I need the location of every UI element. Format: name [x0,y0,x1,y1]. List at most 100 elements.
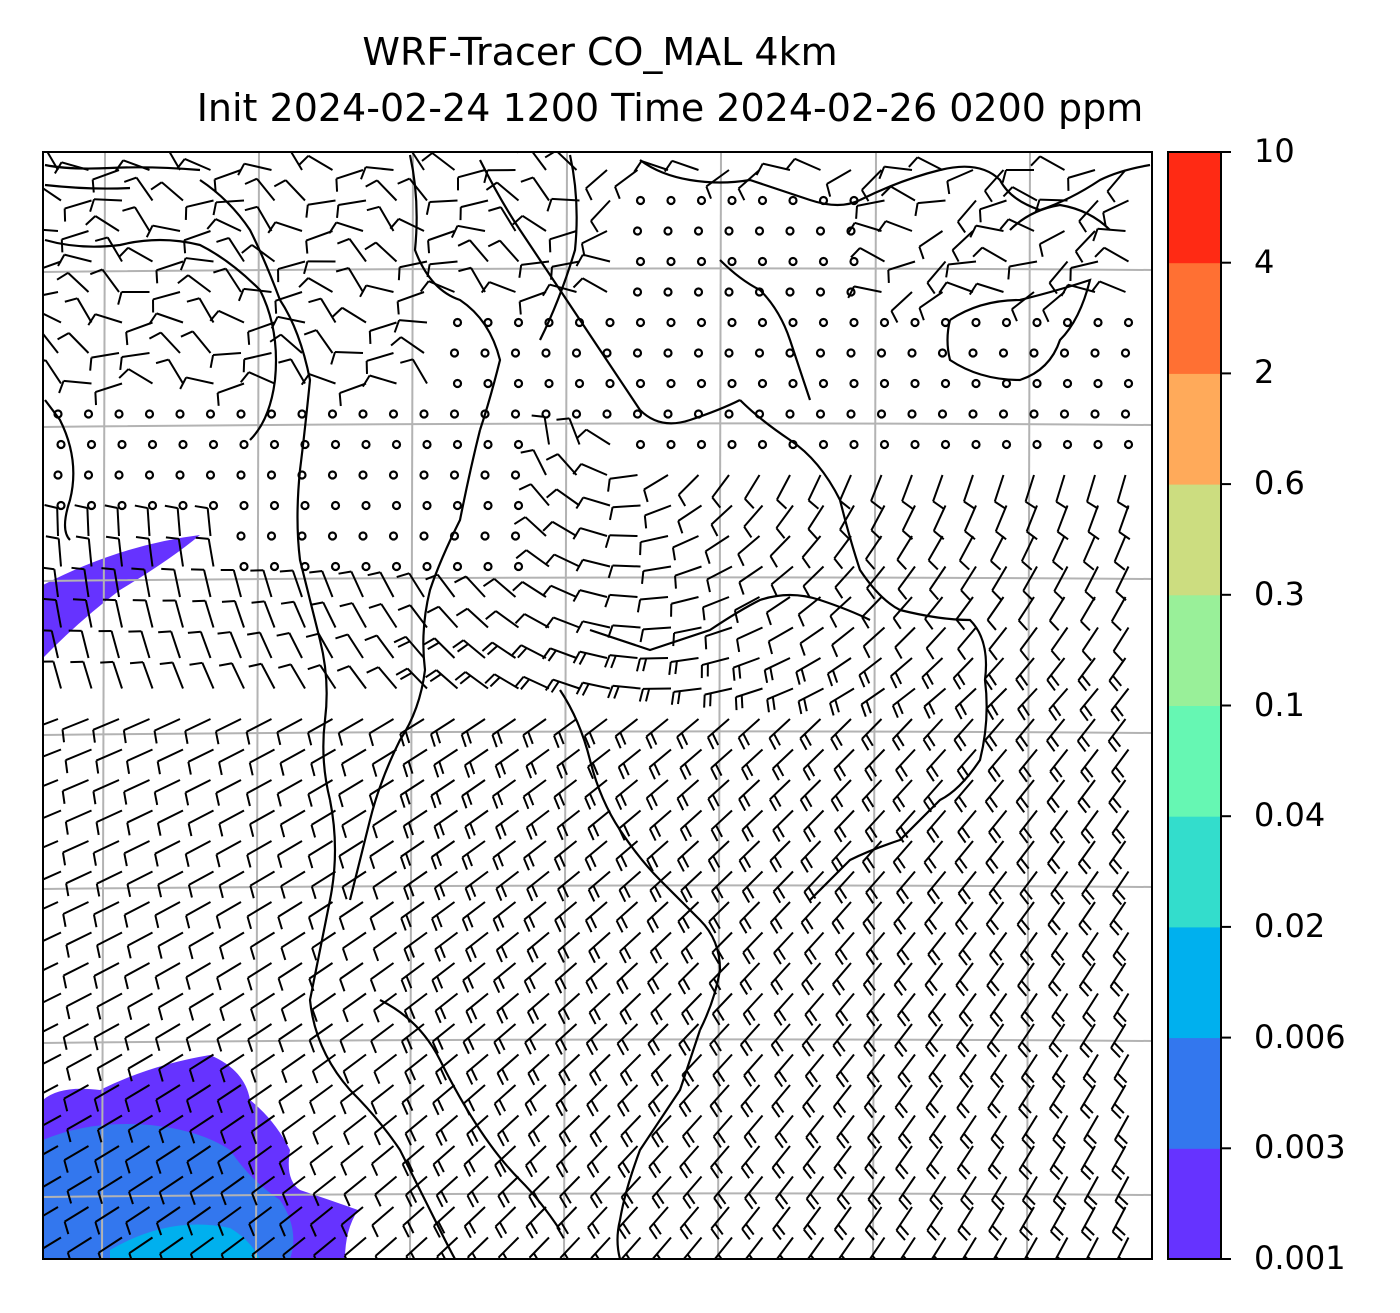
wind-barb [43,718,59,726]
wind-barb [241,244,276,263]
wind-barb [155,1084,181,1113]
wind-barb [403,992,428,1023]
wind-barb [989,931,1008,966]
calm-wind-marker [727,195,737,206]
wind-barb [62,962,89,989]
wind-barb [895,748,916,782]
calm-wind-marker [785,226,795,236]
wind-barb [341,809,367,839]
wind-barb [739,901,761,934]
wind-barb [70,660,93,689]
calm-wind-marker [1001,378,1012,389]
wind-barb [926,809,947,844]
wind-barb [1080,1206,1096,1242]
wind-barb [1108,779,1127,814]
wind-barb [165,536,184,567]
wind-barb [1047,962,1066,997]
wind-barb [806,1236,825,1259]
wind-barb [831,626,855,658]
parallel-line [43,884,1152,890]
wind-barb [834,565,855,599]
wind-barb [1112,931,1130,967]
wind-barb [180,330,212,354]
wind-barb [604,593,638,608]
wind-barb [403,870,428,901]
wind-barb [189,1175,215,1205]
calm-wind-marker [452,317,463,328]
wind-barb [946,169,974,195]
colorbar-tick-label: 0.04 [1254,796,1326,835]
wind-barb [221,600,245,628]
wind-barb [585,962,608,994]
calm-wind-marker [483,500,493,511]
calm-wind-marker [483,378,493,389]
wind-barb [216,1023,242,1052]
wind-barb [123,840,150,867]
wind-barb [93,1023,120,1051]
wind-barb [832,1084,852,1119]
wind-barb [280,600,306,628]
wind-barb [89,268,120,293]
wind-barb [308,297,337,324]
wind-barb [43,597,62,628]
wind-barb [1017,962,1035,997]
wind-barb [156,748,184,775]
calm-wind-marker [144,409,155,419]
wind-barb [65,1053,92,1081]
wind-barb [393,635,425,659]
meridian-line [717,152,722,1259]
wind-barb [1010,291,1035,322]
wind-barb [189,1236,215,1259]
wind-barb [372,809,398,839]
wind-barb [1019,1206,1035,1242]
wind-barb [461,779,486,809]
calm-wind-marker [693,287,704,297]
wind-barb [587,809,611,841]
wind-barb [607,684,641,699]
wind-barb [219,992,245,1022]
wind-barb [650,992,672,1025]
calm-wind-marker [602,409,612,419]
wind-barb [432,1206,456,1238]
wind-barb [774,1053,794,1088]
wind-barb [733,596,760,624]
wind-barb [955,962,974,997]
calm-wind-marker [1123,378,1134,389]
wind-barb [237,162,272,176]
wind-barb [738,840,761,873]
wind-barb [830,779,852,812]
wind-barb [309,1145,334,1176]
wind-barb [984,718,1005,752]
wind-barb [803,870,825,904]
wind-barb [485,181,520,202]
wind-barb [518,483,550,507]
calm-wind-marker [419,409,429,419]
coastline-path [308,799,456,1259]
wind-barb [616,1023,639,1056]
wind-barb [364,634,395,659]
wind-barb [925,748,947,782]
wind-barb [429,718,456,747]
wind-barb [1018,1084,1035,1119]
calm-wind-marker [849,439,859,450]
wind-barb [1079,1084,1096,1120]
wind-barb [126,809,153,836]
wind-barb [670,687,702,705]
calm-wind-marker [968,409,978,419]
wind-barb [389,217,425,232]
parallel-line [43,422,1152,428]
wind-barb [457,239,489,263]
wind-barb [896,992,916,1027]
wind-barb [960,565,977,601]
wind-barb [189,661,215,689]
wind-barb [186,1206,212,1236]
wind-barb [43,901,59,910]
calm-wind-marker [480,348,490,358]
wind-barb [492,901,517,932]
wind-barb [94,382,123,406]
lat-lon-grid [43,152,1152,1259]
wind-barb [785,157,821,171]
calm-wind-marker [483,439,493,450]
wind-barb [340,748,367,777]
wind-barb [434,992,459,1024]
